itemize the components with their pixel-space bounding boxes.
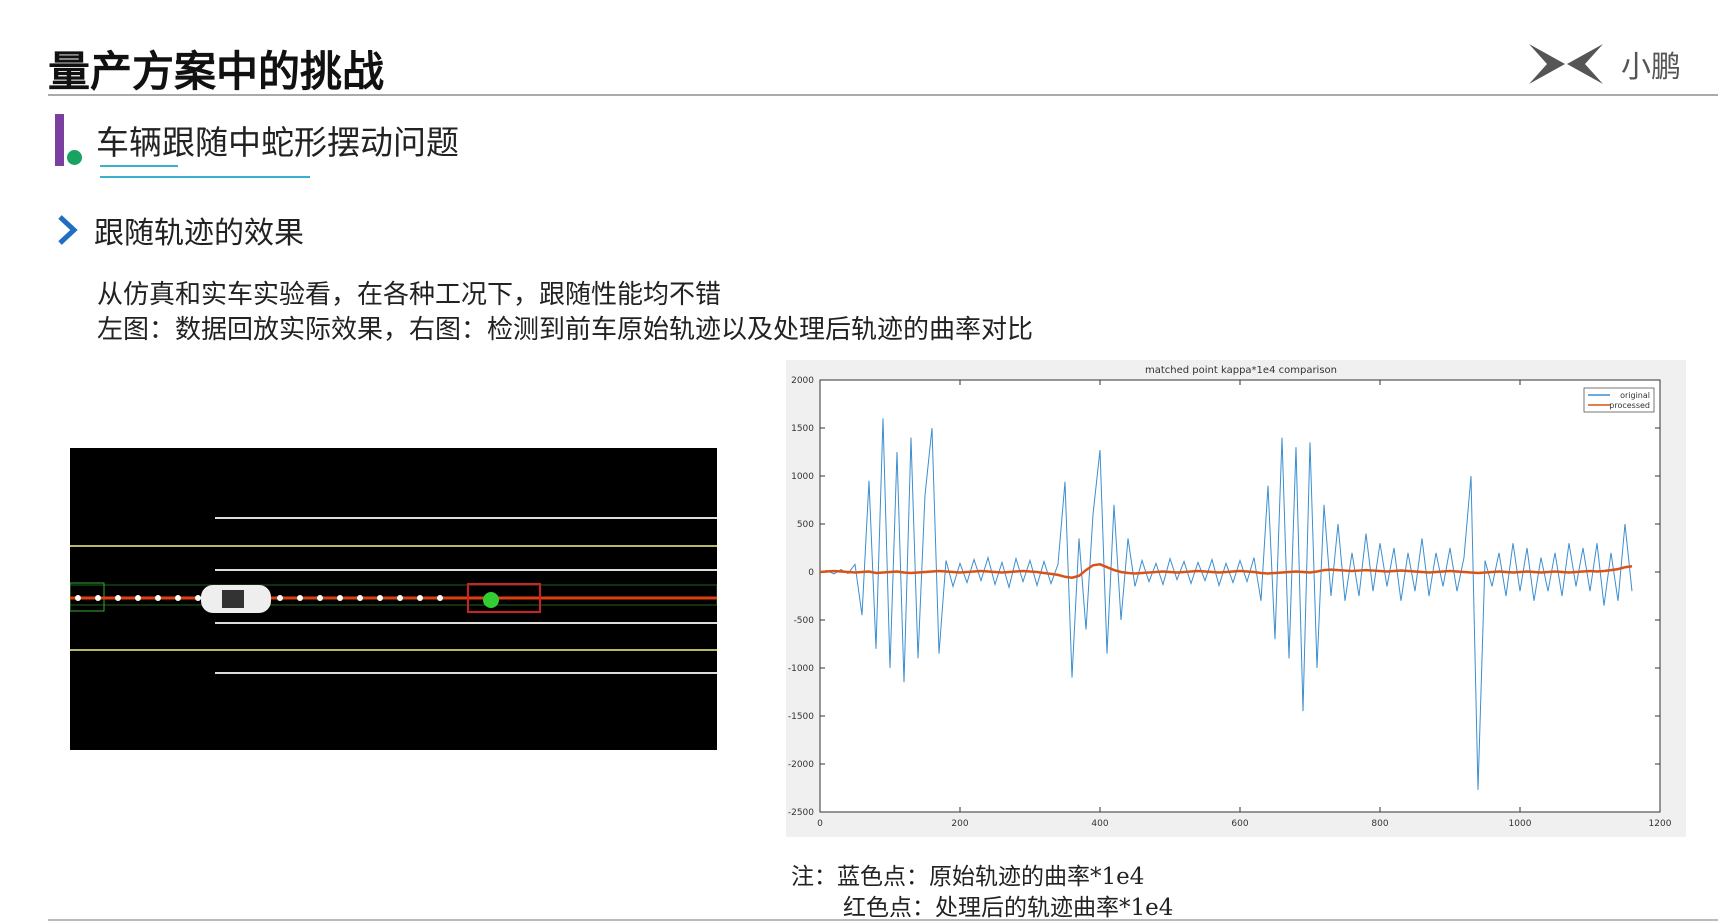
paragraph: 左图：数据回放实际效果，右图：检测到前车原始轨迹以及处理后轨迹的曲率对比 — [97, 315, 1034, 345]
legend-label: processed — [1609, 401, 1650, 410]
x-tick-label: 1200 — [1649, 819, 1672, 829]
accent-dot — [67, 150, 82, 165]
slide-title: 量产方案中的挑战 — [48, 47, 385, 96]
plot-area — [819, 379, 1661, 813]
y-tick-label: -500 — [794, 616, 815, 626]
section-title: 车辆跟随中蛇形摆动问题 — [96, 123, 459, 162]
x-tick-label: 400 — [1091, 819, 1108, 829]
y-tick-label: 2000 — [791, 376, 814, 386]
y-tick-label: -1500 — [788, 712, 814, 722]
paragraph: 从仿真和实车实验看，在各种工况下，跟随性能均不错 — [97, 280, 722, 310]
note: 注：蓝色点：原始轨迹的曲率*1e4 — [791, 864, 1145, 890]
chart-title: matched point kappa*1e4 comparison — [1145, 365, 1337, 376]
x-tick-label: 600 — [1231, 819, 1248, 829]
note: 红色点：处理后的轨迹曲率*1e4 — [843, 895, 1174, 921]
divider — [48, 919, 1718, 921]
y-tick-label: -2500 — [788, 808, 814, 818]
bullet-title: 跟随轨迹的效果 — [94, 216, 304, 251]
y-tick-label: 500 — [797, 520, 814, 530]
series-line — [819, 418, 1633, 790]
underline — [100, 165, 178, 167]
series-line — [819, 563, 1633, 580]
divider — [48, 94, 1718, 96]
x-tick-label: 200 — [951, 819, 968, 829]
chart: matched point kappa*1e4 comparison -2500… — [786, 360, 1686, 837]
accent-bar — [55, 114, 64, 166]
logo: 小鹏 — [1529, 44, 1681, 85]
underline — [100, 176, 310, 178]
y-tick-label: 1500 — [791, 424, 814, 434]
x-tick-label: 800 — [1371, 819, 1388, 829]
simulation-image — [70, 448, 717, 750]
y-tick-label: 1000 — [791, 472, 814, 482]
y-tick-label: -2000 — [788, 760, 814, 770]
legend-box — [1583, 387, 1655, 413]
legend-label: original — [1620, 391, 1650, 400]
x-tick-label: 1000 — [1509, 819, 1532, 829]
logo-text: 小鹏 — [1621, 50, 1681, 85]
y-tick-label: -1000 — [788, 664, 814, 674]
x-tick-label: 0 — [817, 819, 823, 829]
bullet-icon — [58, 215, 78, 245]
y-tick-label: 0 — [808, 568, 814, 578]
